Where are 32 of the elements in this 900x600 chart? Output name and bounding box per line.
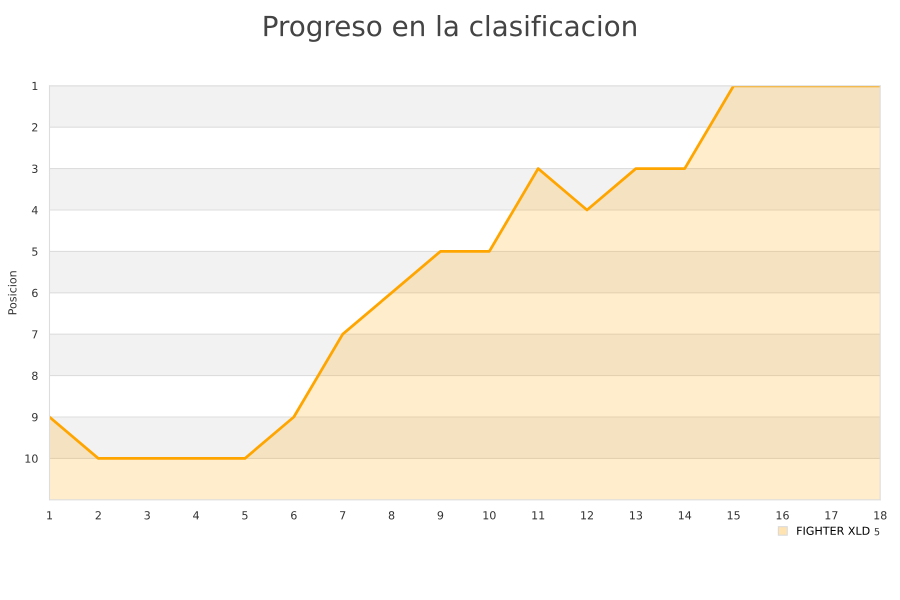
x-tick-label: 7 <box>340 511 346 520</box>
x-tick-label: 11 <box>532 511 544 520</box>
y-tick-label: 10 <box>25 454 38 463</box>
x-tick-label: 18 <box>874 511 887 520</box>
x-tick-label: 6 <box>291 511 297 520</box>
y-tick-label: 6 <box>32 288 38 298</box>
x-tick-label: 13 <box>630 511 642 520</box>
x-tick-label: 10 <box>483 511 496 520</box>
y-tick-label: 7 <box>32 330 38 338</box>
x-tick-label: 5 <box>242 511 248 520</box>
y-tick-label: 5 <box>32 248 38 256</box>
x-tick-label: 4 <box>193 511 200 520</box>
x-tick-label: 9 <box>438 511 444 520</box>
y-axis-title: Posicion <box>8 271 17 314</box>
x-tick-label: 1 <box>47 511 52 520</box>
y-tick-label: 3 <box>32 164 38 173</box>
legend-label: FIGHTER XLD <box>797 526 870 535</box>
x-tick-label: 17 <box>825 511 838 520</box>
x-tick-label: 14 <box>678 511 692 520</box>
x-tick-label: 3 <box>144 511 150 520</box>
y-tick-label: 4 <box>32 206 38 214</box>
y-tick-label: 8 <box>32 372 38 380</box>
chart-title: Progreso en la clasificacion <box>264 15 636 42</box>
x-tick-label: 16 <box>776 511 789 520</box>
y-tick-label: 2 <box>32 123 38 132</box>
x-tick-label: 15 <box>728 511 740 520</box>
y-tick-label: 1 <box>32 82 38 90</box>
text: 5 <box>874 528 880 536</box>
x-tick-label: 8 <box>388 511 394 520</box>
x-tick-label: 12 <box>581 511 593 520</box>
y-tick-label: 9 <box>32 412 38 422</box>
x-tick-label: 2 <box>96 511 101 520</box>
